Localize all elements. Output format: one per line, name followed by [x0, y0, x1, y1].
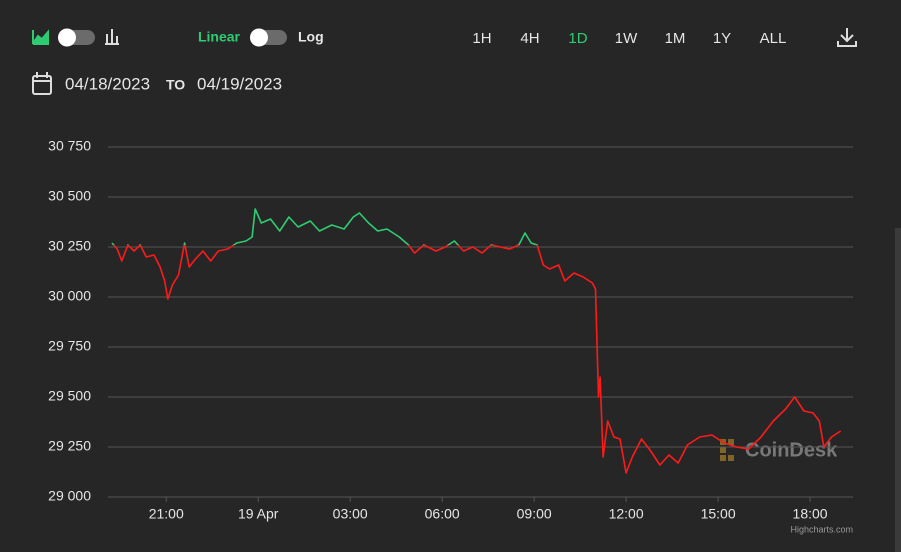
chart-type-toggle[interactable]: [58, 28, 95, 47]
y-tick-label: 30 250: [48, 238, 91, 254]
range-button[interactable]: ALL: [760, 30, 787, 47]
y-tick-label: 30 000: [48, 288, 91, 304]
scale-option[interactable]: Linear: [198, 29, 241, 45]
scale-option[interactable]: Log: [298, 29, 324, 45]
y-tick-label: 30 750: [48, 138, 91, 154]
download-icon[interactable]: [837, 28, 857, 47]
y-tick-label: 29 250: [48, 438, 91, 454]
date-to[interactable]: 04/19/2023: [197, 74, 282, 93]
x-tick-label: 18:00: [793, 506, 828, 522]
x-tick-label: 15:00: [701, 506, 736, 522]
date-separator: TO: [166, 77, 185, 93]
x-tick-label: 12:00: [609, 506, 644, 522]
range-button[interactable]: 4H: [520, 30, 539, 47]
x-tick-label: 03:00: [333, 506, 368, 522]
x-tick-label: 19 Apr: [238, 506, 279, 522]
x-tick-label: 06:00: [425, 506, 460, 522]
y-tick-label: 29 000: [48, 488, 91, 504]
bar-chart-icon[interactable]: [105, 29, 119, 45]
range-button[interactable]: 1M: [665, 30, 686, 47]
y-tick-label: 29 750: [48, 338, 91, 354]
date-from[interactable]: 04/18/2023: [65, 74, 150, 93]
range-button[interactable]: 1Y: [713, 30, 731, 47]
calendar-icon[interactable]: [32, 72, 52, 95]
area-chart-icon[interactable]: [32, 29, 49, 45]
scale-toggle[interactable]: [250, 28, 287, 47]
range-button[interactable]: 1H: [472, 30, 491, 47]
credit[interactable]: Highcharts.com: [790, 524, 853, 534]
side-panel: [895, 228, 901, 552]
watermark-text: CoinDesk: [745, 439, 838, 461]
x-tick-label: 09:00: [517, 506, 552, 522]
x-tick-label: 21:00: [149, 506, 184, 522]
y-tick-label: 29 500: [48, 388, 91, 404]
range-button[interactable]: 1D: [568, 30, 587, 47]
range-button[interactable]: 1W: [615, 30, 638, 47]
y-tick-label: 30 500: [48, 188, 91, 204]
price-line: [111, 208, 842, 474]
